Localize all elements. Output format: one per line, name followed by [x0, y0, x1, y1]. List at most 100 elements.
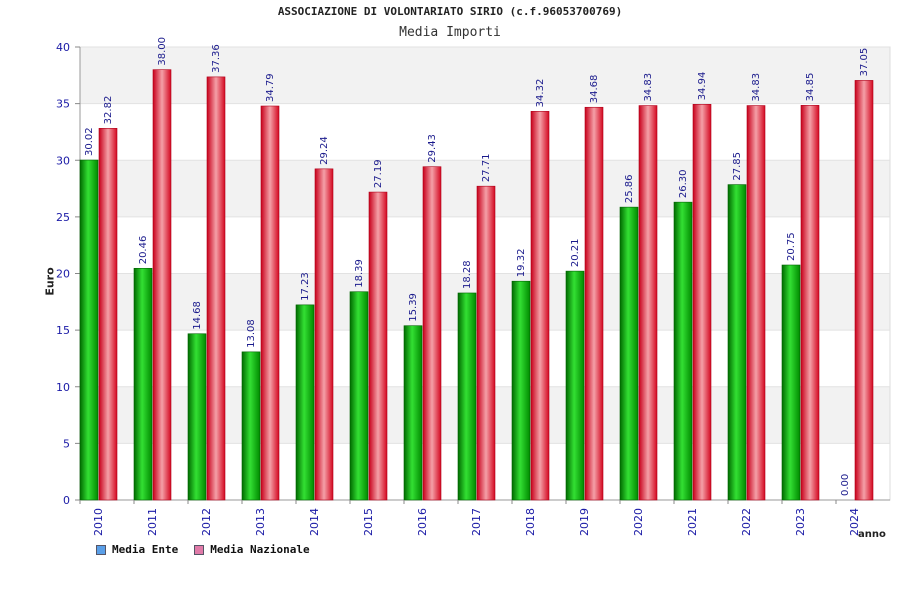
legend: Media Ente Media Nazionale: [96, 543, 310, 556]
data-label: 20.75: [786, 232, 797, 261]
x-tick-label: 2023: [794, 508, 807, 536]
x-tick-label: 2021: [686, 508, 699, 536]
y-tick-label: 10: [56, 381, 70, 394]
data-label: 37.05: [859, 48, 870, 77]
bar-media-nazionale-2014: [314, 168, 334, 501]
grid-band: [80, 103, 890, 161]
bar-media-ente-2021: [673, 201, 693, 501]
bar-media-ente-2019: [565, 270, 585, 501]
bar-media-nazionale-2022: [746, 105, 766, 501]
data-label: 20.21: [570, 238, 581, 267]
bar-media-nazionale-2021: [692, 104, 712, 501]
chart-title: ASSOCIAZIONE DI VOLONTARIATO SIRIO (c.f.…: [277, 5, 623, 18]
bar-media-ente-2022: [727, 184, 747, 501]
data-labels: 30.02 32.82 20.46 38.00 14.68 37.36 13.08 34.79…: [84, 37, 870, 496]
x-axis-label: anno: [858, 529, 886, 540]
legend-swatch-media-nazionale: [194, 544, 205, 555]
bar-media-nazionale-2024: [854, 80, 874, 501]
y-tick-label: 35: [56, 98, 70, 111]
data-label: 34.94: [697, 72, 708, 101]
data-label: 15.39: [408, 293, 419, 322]
data-label: 27.85: [732, 152, 743, 181]
data-label: 29.24: [319, 136, 330, 165]
data-label: 30.02: [84, 127, 95, 156]
data-label: 37.36: [211, 44, 222, 73]
x-tick-label: 2012: [200, 508, 213, 536]
chart-subtitle: Media Importi: [399, 25, 501, 40]
data-label: 34.79: [265, 73, 276, 102]
bar-media-ente-2010: [79, 159, 99, 501]
data-label: 18.28: [462, 260, 473, 289]
y-tick-label: 0: [63, 494, 70, 507]
bar-media-nazionale-2018: [530, 111, 550, 501]
bars: [79, 69, 874, 501]
bar-media-ente-2012: [187, 333, 207, 501]
bar-media-ente-2017: [457, 292, 477, 501]
data-label: 13.08: [246, 319, 257, 348]
bar-media-ente-2013: [241, 351, 261, 501]
data-label: 34.85: [805, 73, 816, 102]
legend-swatch-media-ente: [96, 544, 106, 555]
x-tick-label: 2016: [416, 508, 429, 536]
legend-item-media-nazionale: Media Nazionale: [194, 543, 310, 556]
data-label: 0.00: [840, 474, 851, 496]
bar-media-nazionale-2012: [206, 76, 226, 501]
legend-label-media-nazionale: Media Nazionale: [210, 543, 310, 556]
y-axis-ticks: 0 5 10 15 20 25 30 35 40: [56, 41, 80, 507]
y-tick-label: 25: [56, 211, 70, 224]
y-tick-label: 30: [56, 154, 70, 167]
bar-media-ente-2011: [133, 267, 153, 501]
x-tick-label: 2014: [308, 508, 321, 536]
x-tick-label: 2020: [632, 508, 645, 536]
data-label: 29.43: [427, 134, 438, 163]
data-label: 34.68: [589, 75, 600, 104]
bar-media-nazionale-2013: [260, 105, 280, 501]
data-label: 19.32: [516, 249, 527, 278]
x-tick-label: 2024: [848, 508, 861, 536]
x-tick-label: 2013: [254, 508, 267, 536]
bar-media-nazionale-2010: [98, 128, 118, 501]
y-tick-label: 20: [56, 268, 70, 281]
bar-media-ente-2023: [781, 264, 801, 501]
y-tick-label: 5: [63, 437, 70, 450]
bar-media-nazionale-2011: [152, 69, 172, 501]
data-label: 38.00: [157, 37, 168, 66]
bar-media-ente-2014: [295, 304, 315, 501]
x-tick-label: 2022: [740, 508, 753, 536]
bar-media-nazionale-2015: [368, 191, 388, 501]
legend-label-media-ente: Media Ente: [112, 543, 179, 556]
y-tick-label: 40: [56, 41, 70, 54]
data-label: 17.23: [300, 272, 311, 301]
bar-media-ente-2020: [619, 206, 639, 501]
y-tick-label: 15: [56, 324, 70, 337]
legend-item-media-ente: Media Ente: [96, 543, 178, 556]
bar-media-nazionale-2019: [584, 106, 604, 501]
bar-media-nazionale-2023: [800, 105, 820, 501]
bar-media-ente-2015: [349, 291, 369, 501]
data-label: 34.83: [643, 73, 654, 102]
data-label: 18.39: [354, 259, 365, 288]
data-label: 27.71: [481, 154, 492, 183]
bar-media-nazionale-2020: [638, 105, 658, 501]
grid-band: [80, 47, 890, 104]
data-label: 27.19: [373, 159, 384, 188]
bar-media-ente-2016: [403, 325, 423, 501]
bar-media-nazionale-2017: [476, 185, 496, 501]
bar-media-nazionale-2016: [422, 166, 442, 501]
x-axis-ticks: 2010 2011 2012 2013 2014 2015 2016 2017 2018 2019…: [79, 500, 861, 536]
data-label: 34.83: [751, 73, 762, 102]
data-label: 25.86: [624, 174, 635, 203]
data-label: 32.82: [103, 96, 114, 125]
bar-media-ente-2018: [511, 280, 531, 501]
x-tick-label: 2017: [470, 508, 483, 536]
data-label: 14.68: [192, 301, 203, 330]
data-label: 26.30: [678, 170, 689, 199]
data-label: 20.46: [138, 236, 149, 265]
data-label: 34.32: [535, 79, 546, 108]
x-tick-label: 2010: [92, 508, 105, 536]
x-tick-label: 2015: [362, 508, 375, 536]
x-tick-label: 2018: [524, 508, 537, 536]
x-tick-label: 2011: [146, 508, 159, 536]
x-tick-label: 2019: [578, 508, 591, 536]
